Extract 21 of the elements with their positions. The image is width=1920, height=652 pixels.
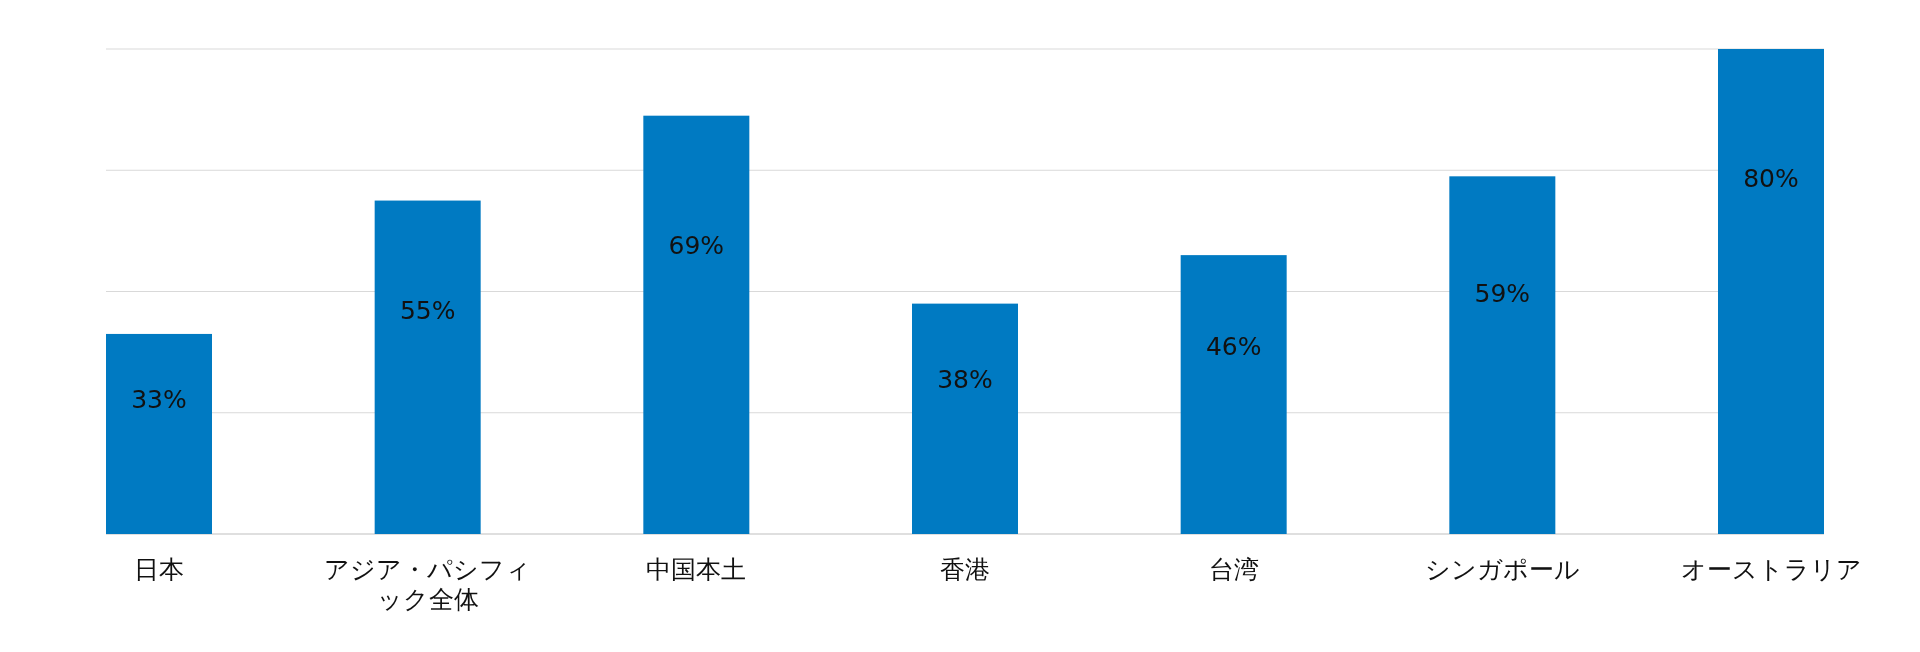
x-tick-label: アジア・パシフィック全体 (323, 555, 533, 615)
data-label: 33% (131, 384, 187, 414)
bar (1718, 49, 1824, 534)
bar (1180, 255, 1287, 534)
data-label: 69% (668, 230, 725, 260)
data-label: 55% (399, 295, 456, 325)
x-tick-label: オーストラリア (1679, 555, 1863, 585)
bar (643, 115, 750, 534)
x-tick-label: 日本 (133, 555, 185, 585)
bar (1449, 176, 1556, 534)
bar (106, 333, 212, 534)
data-label: 80% (1743, 164, 1799, 193)
data-label: 46% (1205, 332, 1262, 362)
x-tick-label: 中国本土 (645, 555, 748, 585)
x-tick-label: 香港 (939, 555, 991, 585)
data-label: 38% (937, 364, 993, 394)
x-tick-label: シンガポール (1423, 555, 1581, 585)
bar (912, 303, 1018, 534)
x-tick-label: 台湾 (1207, 555, 1260, 585)
data-label: 59% (1474, 279, 1531, 309)
bar (374, 200, 481, 534)
